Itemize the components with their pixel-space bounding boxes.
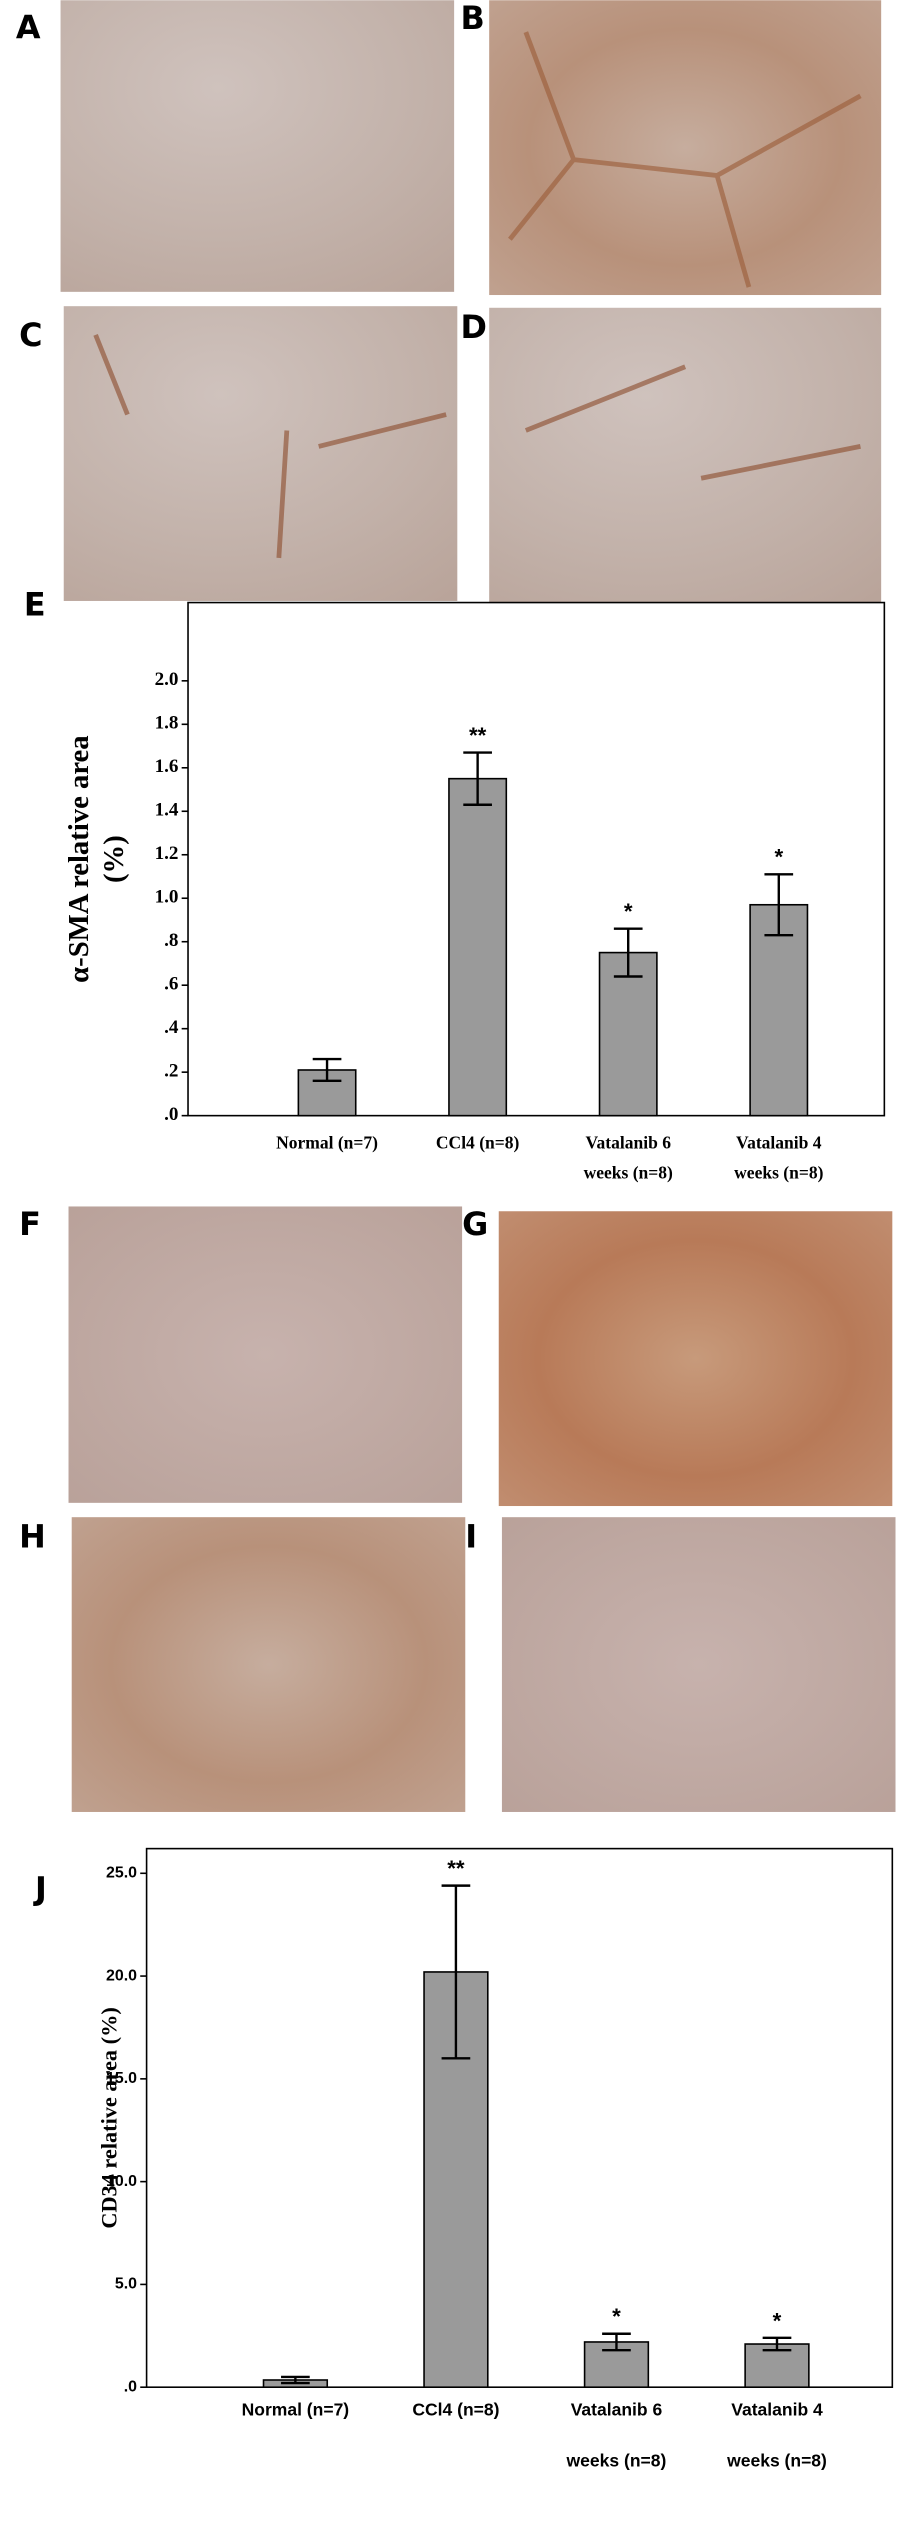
y-axis-label: CD34 relative area (%) bbox=[97, 2007, 122, 2228]
significance-label: * bbox=[612, 2304, 621, 2329]
panel-label: A bbox=[16, 8, 41, 46]
micrograph bbox=[489, 0, 882, 296]
significance-label: * bbox=[624, 899, 633, 924]
x-tick-label: Normal (n=7) bbox=[276, 1132, 378, 1152]
significance-label: ** bbox=[469, 723, 487, 748]
x-tick-label: weeks (n=8) bbox=[726, 2451, 827, 2471]
micrograph bbox=[501, 1517, 896, 1812]
bar bbox=[598, 951, 658, 1117]
y-tick-label: 2.0 bbox=[155, 669, 179, 690]
x-tick-label: weeks (n=8) bbox=[734, 1163, 823, 1183]
panel-label: H bbox=[19, 1517, 46, 1555]
y-tick-label: 1.8 bbox=[155, 713, 179, 734]
significance-label: * bbox=[773, 2308, 782, 2333]
y-axis-label: (%) bbox=[98, 835, 130, 883]
y-tick-label: 1.4 bbox=[155, 800, 179, 821]
y-tick-label: 1.2 bbox=[155, 843, 179, 864]
panel-label: C bbox=[19, 316, 42, 354]
panel-label: G bbox=[462, 1205, 488, 1243]
y-tick-label: 25.0 bbox=[106, 1864, 137, 1881]
micrograph bbox=[71, 1517, 466, 1812]
micrograph bbox=[68, 1206, 463, 1503]
x-tick-label: weeks (n=8) bbox=[584, 1163, 673, 1183]
y-tick-label: .0 bbox=[164, 1104, 178, 1125]
y-tick-label: 1.6 bbox=[155, 756, 179, 777]
x-tick-label: Vatalanib 4 bbox=[736, 1132, 822, 1152]
micrograph bbox=[63, 306, 458, 601]
stain bbox=[524, 364, 861, 481]
micrograph bbox=[60, 0, 455, 292]
panel-label: I bbox=[465, 1517, 477, 1555]
y-tick-label: 5.0 bbox=[115, 2276, 137, 2293]
y-axis-label: α-SMA relative area bbox=[63, 735, 95, 982]
x-tick-label: CCl4 (n=8) bbox=[412, 2400, 499, 2420]
plot-frame bbox=[145, 1847, 894, 2388]
panel-label: F bbox=[19, 1205, 41, 1243]
y-tick-label: 1.0 bbox=[155, 887, 179, 908]
panel-label: B bbox=[461, 0, 485, 37]
micrograph bbox=[498, 1211, 893, 1507]
y-tick-label: .6 bbox=[164, 974, 178, 995]
y-tick-label: 10.0 bbox=[106, 2173, 137, 2190]
bar bbox=[448, 777, 508, 1117]
significance-label: ** bbox=[447, 1856, 465, 1881]
x-tick-label: weeks (n=8) bbox=[566, 2451, 667, 2471]
significance-label: * bbox=[774, 845, 783, 870]
bar bbox=[749, 903, 809, 1117]
plot-frame bbox=[187, 601, 886, 1117]
stain bbox=[508, 31, 862, 288]
x-tick-label: CCl4 (n=8) bbox=[436, 1132, 520, 1152]
y-tick-label: .2 bbox=[164, 1061, 178, 1082]
x-tick-label: Vatalanib 6 bbox=[585, 1132, 671, 1152]
x-tick-label: Vatalanib 4 bbox=[731, 2400, 823, 2420]
y-tick-label: .8 bbox=[164, 930, 178, 951]
y-tick-label: 15.0 bbox=[106, 2070, 137, 2087]
y-tick-label: .4 bbox=[164, 1017, 179, 1038]
x-tick-label: Vatalanib 6 bbox=[571, 2400, 663, 2420]
panel-label: E bbox=[24, 585, 46, 623]
panel-label: J bbox=[33, 1870, 47, 1908]
stain bbox=[93, 333, 447, 559]
y-tick-label: .0 bbox=[124, 2378, 137, 2395]
panel-label: D bbox=[461, 308, 487, 346]
x-tick-label: Normal (n=7) bbox=[242, 2400, 350, 2420]
y-tick-label: 20.0 bbox=[106, 1967, 137, 1984]
